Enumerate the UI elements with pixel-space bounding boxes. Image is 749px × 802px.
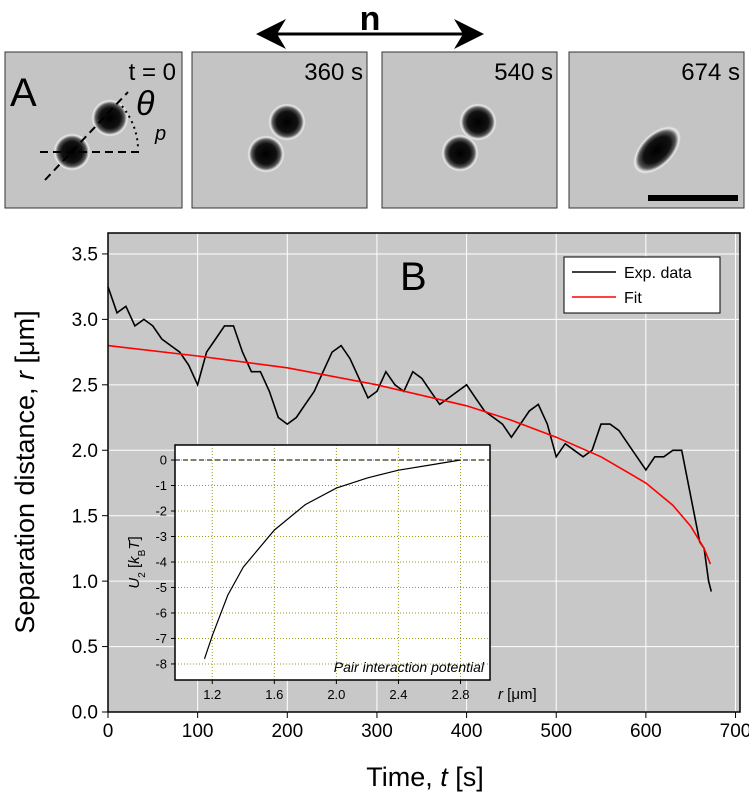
particle (268, 103, 306, 141)
x-axis-title-part: [μm] (503, 686, 537, 703)
y-tick-label: -7 (155, 631, 167, 646)
legend-box (563, 256, 721, 314)
y-axis-title-part: k (126, 555, 143, 564)
frame-time: 674 s (681, 59, 740, 86)
y-axis-title-part: [ (126, 563, 143, 572)
x-tick-label: 1.2 (203, 687, 221, 702)
y-tick-label: -5 (155, 580, 167, 595)
y-tick-label: -3 (155, 529, 167, 544)
particle (91, 99, 129, 137)
frame-time: 540 s (494, 59, 553, 86)
panel-label: B (400, 255, 427, 299)
x-tick-label: 200 (271, 721, 303, 742)
pair-axis-line (44, 91, 129, 181)
y-tick-label: 0.0 (72, 703, 98, 724)
x-tick-label: 600 (630, 721, 662, 742)
frame-time: 360 s (304, 59, 363, 86)
y-tick-label: -6 (155, 606, 167, 621)
y-tick-label: 2.0 (72, 441, 98, 462)
y-tick-label: -4 (155, 555, 167, 570)
y-tick-label: 0.5 (72, 637, 98, 658)
plot-frame (174, 444, 491, 681)
x-tick-label: 500 (540, 721, 572, 742)
particle (459, 103, 497, 141)
angle-symbol: θ (136, 85, 155, 123)
panel-label: A (10, 71, 37, 115)
x-axis-title: Time, t [s] (366, 762, 484, 792)
x-axis-title-part: r (498, 686, 504, 703)
x-tick-label: 2.8 (451, 687, 469, 702)
y-axis-title-part: 2 (137, 572, 148, 578)
y-tick-label: 1.0 (72, 572, 98, 593)
particle (441, 134, 479, 172)
plot-frame (107, 232, 741, 713)
annotation: Pair interaction potential (334, 659, 485, 675)
y-tick-label: -2 (155, 504, 167, 519)
data-line (107, 286, 713, 592)
frame-time: t = 0 (129, 59, 176, 86)
y-tick-label: 3.0 (72, 310, 98, 331)
particle-pair (632, 125, 682, 175)
y-axis-title-part: T (126, 539, 143, 550)
data-line (203, 459, 461, 659)
x-tick-label: 1.6 (265, 687, 283, 702)
y-tick-label: 1.5 (72, 506, 98, 527)
data-line (107, 344, 712, 565)
y-tick-label: 3.5 (72, 245, 98, 266)
angle-arc (121, 105, 139, 151)
y-tick-label: 2.5 (72, 375, 98, 396)
y-axis-title: Separation distance, r [μm] (10, 310, 40, 633)
y-axis-title-part: ] (126, 536, 143, 540)
y-tick-label: -8 (155, 656, 167, 671)
x-tick-label: 700 (720, 721, 749, 742)
x-tick-label: 0 (103, 721, 114, 742)
legend-label: Exp. data (624, 265, 692, 282)
x-tick-label: 100 (182, 721, 214, 742)
y-tick-label: -1 (155, 478, 167, 493)
x-tick-label: 2.4 (389, 687, 407, 702)
plot-area (175, 445, 490, 680)
legend-label: Fit (624, 290, 642, 307)
x-tick-label: 400 (451, 721, 483, 742)
y-axis-title-part: B (137, 549, 148, 556)
director-label: n (360, 0, 381, 38)
x-tick-label: 300 (361, 721, 393, 742)
x-tick-label: 2.0 (327, 687, 345, 702)
panel-a: n θ p t = 0 360 s 540 s 674 s (4, 0, 745, 209)
particle (247, 135, 285, 173)
angle-subscript: p (154, 123, 166, 145)
y-axis-title-part: U (126, 578, 143, 589)
y-tick-label: 0 (160, 453, 167, 468)
x-axis-title: r [μm] (498, 686, 537, 703)
y-axis-title: U2 [kBT] (126, 536, 148, 588)
